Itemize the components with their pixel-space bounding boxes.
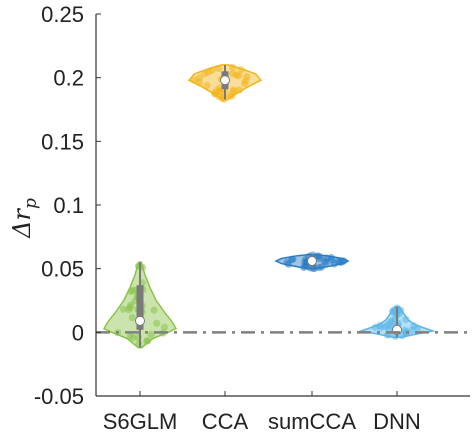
data-point [242,77,250,85]
data-point [377,324,385,332]
y-axis-label-subscript: p [21,198,41,209]
y-axis-label-base: Δr [8,208,36,239]
y-axis-label: Δrp [8,198,41,239]
y-tick-label: 0.2 [53,66,84,91]
data-point [338,258,346,266]
data-point [284,260,293,268]
data-point [385,325,393,333]
y-tick-label: 0.1 [53,193,84,218]
data-point [147,330,155,339]
x-tick-label: DNN [373,409,421,434]
data-point [237,66,245,74]
data-point [160,323,168,331]
data-point [144,337,152,345]
median-marker [220,75,230,86]
data-point [315,252,323,260]
x-tick-label: S6GLM [103,409,178,434]
violin-s6glm [102,261,178,349]
violin-sumcca [274,251,350,273]
iqr-box [136,285,144,330]
data-point [211,90,219,98]
y-tick-label: 0.25 [41,2,84,27]
data-point [204,68,212,76]
data-point [323,254,331,262]
y-tick-label: 0.15 [41,129,84,154]
violins [102,63,436,349]
data-point [135,339,143,348]
data-point [318,263,326,271]
data-point [232,71,240,79]
x-tick-label: CCA [202,409,249,434]
x-tick-label: sumCCA [268,409,356,434]
data-point [119,305,128,313]
violin-dnn [358,304,436,340]
data-point [153,319,161,327]
data-point [289,255,297,263]
data-point [229,63,237,72]
x-tick-labels: S6GLM CCA sumCCA DNN [103,409,421,434]
data-point [150,306,158,314]
data-point [126,332,135,340]
y-tick-label: 0 [72,320,84,345]
median-marker [307,256,317,267]
axes [95,13,470,397]
data-point [410,322,418,330]
y-tick-label: 0.05 [41,257,84,282]
data-point [388,317,396,325]
data-point [196,74,204,82]
data-point [230,87,238,96]
data-point [128,314,136,322]
median-marker [135,315,145,326]
violin-cca [187,63,263,103]
y-tick-label: -0.05 [34,384,84,409]
y-tick-labels: -0.05 0 0.05 0.1 0.15 0.2 0.25 [34,2,84,409]
data-point [214,64,223,73]
data-point [402,315,410,324]
data-point [203,81,211,90]
data-point [126,303,134,312]
